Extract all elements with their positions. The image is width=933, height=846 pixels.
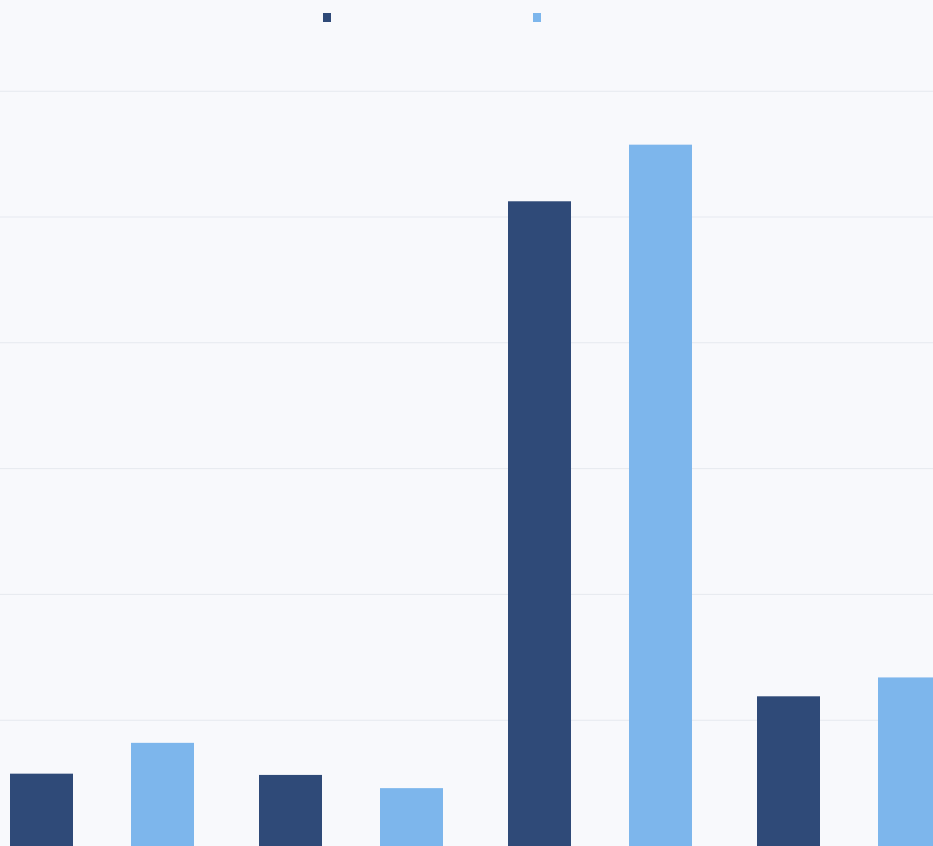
bar-series-2-category-3	[629, 144, 692, 846]
bar-series-2-category-2	[380, 788, 443, 846]
legend-swatch-series-1	[323, 13, 331, 22]
bar-series-2-category-4	[878, 677, 933, 846]
bar-series-2-category-1	[131, 742, 194, 846]
bar-series-1-category-3	[508, 201, 571, 846]
legend	[323, 13, 541, 22]
bar-series-1-category-1	[10, 773, 73, 846]
legend-swatch-series-2	[533, 13, 541, 22]
bar-series-1-category-2	[259, 774, 322, 846]
bar-series-1-category-4	[757, 696, 820, 846]
gridlines	[0, 90, 933, 721]
bars	[10, 144, 933, 846]
